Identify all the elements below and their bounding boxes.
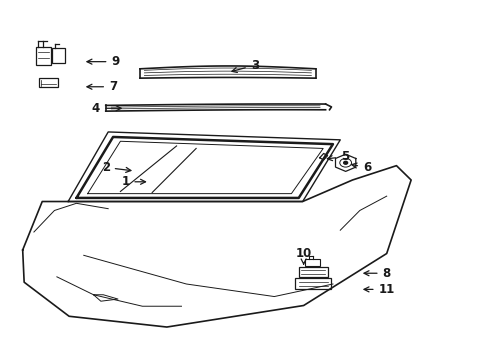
Text: 9: 9 <box>87 55 120 68</box>
Bar <box>299 267 328 277</box>
Text: 1: 1 <box>121 175 146 188</box>
Text: 3: 3 <box>232 59 259 72</box>
Circle shape <box>343 161 347 164</box>
Bar <box>39 78 58 87</box>
Bar <box>295 278 331 289</box>
Text: 10: 10 <box>295 247 312 264</box>
Text: 11: 11 <box>364 283 395 296</box>
Text: 8: 8 <box>364 267 391 280</box>
Text: 5: 5 <box>327 150 349 163</box>
FancyBboxPatch shape <box>36 46 50 65</box>
FancyBboxPatch shape <box>52 48 65 63</box>
Bar <box>305 259 320 266</box>
Text: 7: 7 <box>87 80 117 93</box>
Polygon shape <box>320 153 328 160</box>
Text: 2: 2 <box>102 161 131 174</box>
Text: 4: 4 <box>92 102 121 115</box>
Polygon shape <box>336 154 356 171</box>
Text: 6: 6 <box>352 161 371 174</box>
